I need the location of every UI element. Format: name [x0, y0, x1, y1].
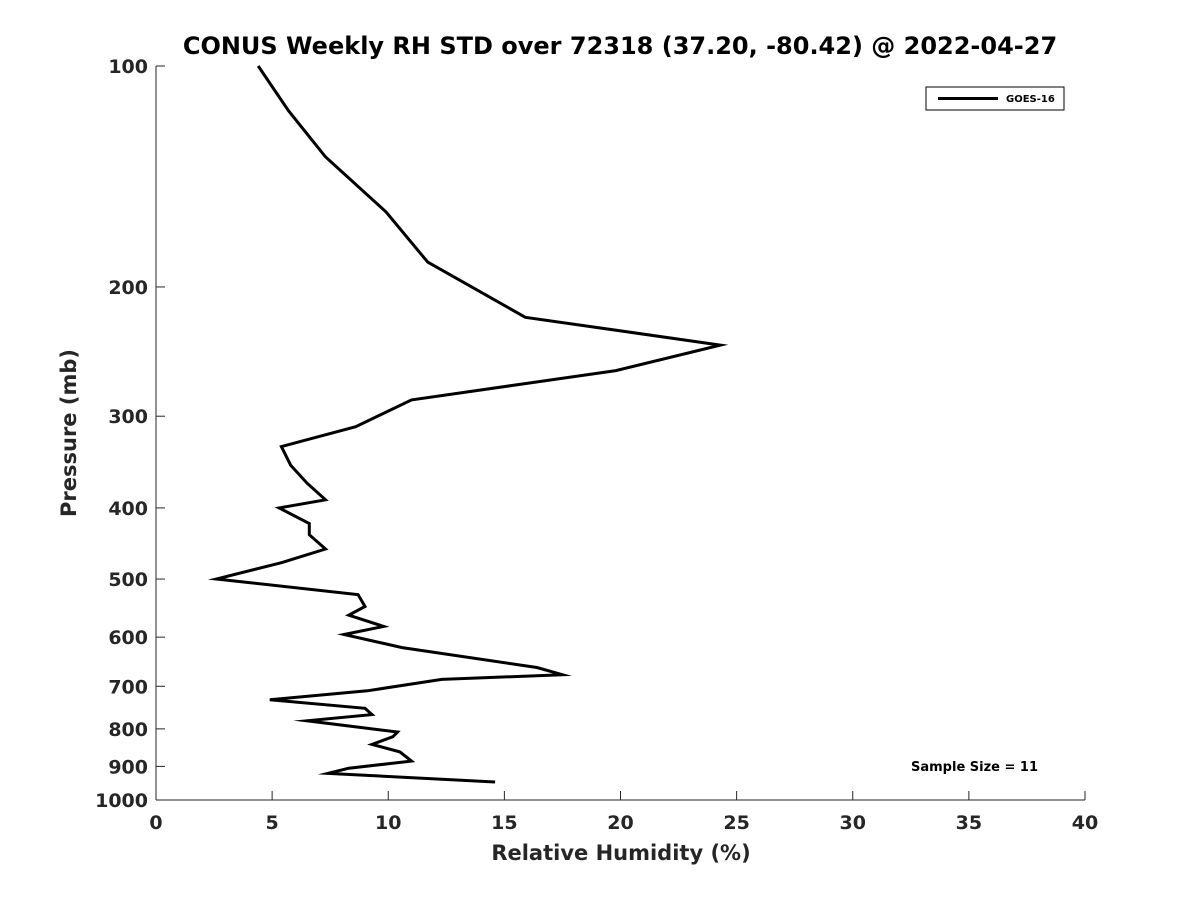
chart-title: CONUS Weekly RH STD over 72318 (37.20, -…	[183, 32, 1057, 60]
x-ticks: 0 5 10 15 20 25 30 35 40	[149, 791, 1098, 834]
y-tick-label: 1000	[95, 790, 148, 812]
sample-size-annotation: Sample Size = 11	[911, 760, 1038, 775]
x-tick-label: 35	[956, 812, 982, 834]
y-tick-label: 600	[108, 627, 148, 649]
x-tick-label: 10	[375, 812, 401, 834]
x-tick-label: 15	[491, 812, 517, 834]
x-tick-label: 30	[840, 812, 866, 834]
y-ticks: 100 200 300 400 500 600 700 800 900 1000	[95, 56, 165, 812]
y-tick-label: 400	[108, 498, 148, 520]
y-tick-label: 500	[108, 569, 148, 591]
x-tick-label: 20	[607, 812, 633, 834]
y-tick-label: 800	[108, 719, 148, 741]
y-tick-label: 300	[108, 406, 148, 428]
y-axis-label: Pressure (mb)	[57, 349, 81, 517]
series-lines	[207, 65, 729, 784]
legend-label-goes-16: GOES-16	[1006, 94, 1055, 105]
y-tick-label: 900	[108, 756, 148, 778]
x-tick-label: 0	[149, 812, 162, 834]
legend: GOES-16	[925, 86, 1065, 111]
x-axis-label: Relative Humidity (%)	[491, 841, 750, 865]
y-tick-label: 100	[108, 56, 148, 78]
x-tick-label: 40	[1072, 812, 1098, 834]
x-tick-label: 25	[723, 812, 749, 834]
series-line-goes-16	[207, 65, 729, 784]
y-tick-label: 700	[108, 676, 148, 698]
y-tick-label: 200	[108, 277, 148, 299]
x-tick-label: 5	[266, 812, 279, 834]
